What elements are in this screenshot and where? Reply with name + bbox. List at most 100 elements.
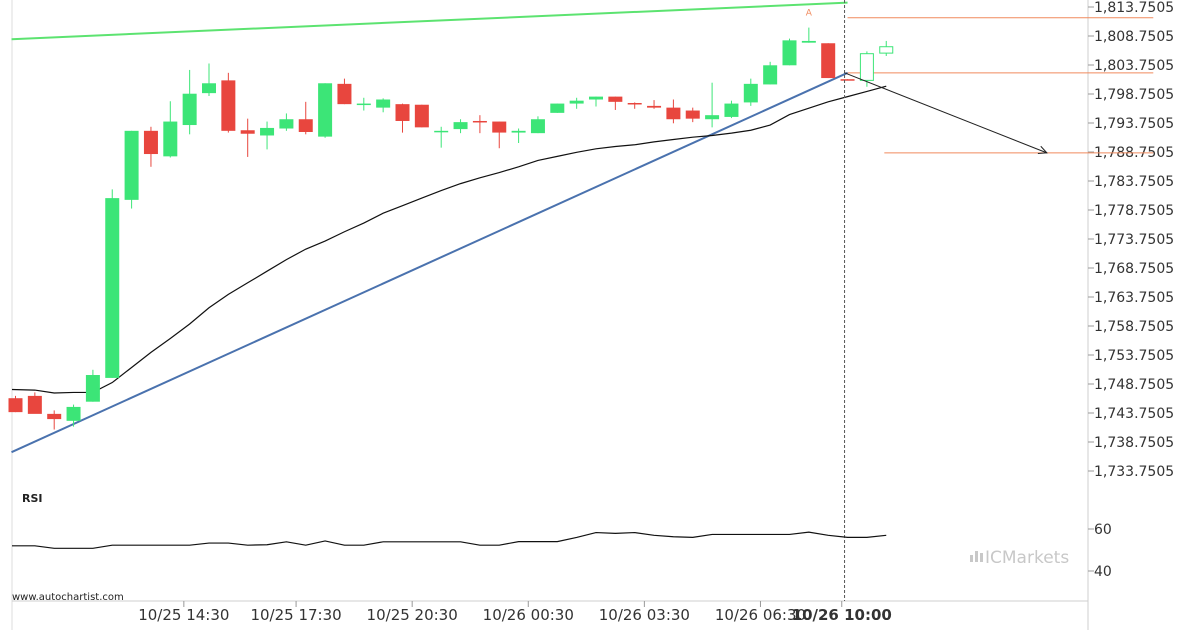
candle [182,69,197,135]
candle-body [356,103,371,106]
candle-body [782,40,797,66]
candle [27,392,42,414]
candle-body [221,80,236,131]
price-tick-label: 1,798.7505 [1094,87,1174,103]
candle-body [202,83,216,94]
candle-body [395,104,410,121]
price-tick-label: 1,803.7505 [1094,58,1174,74]
candle-body [589,96,603,100]
candle [666,99,681,124]
candle [8,395,23,413]
candle [647,100,662,109]
candle-body [27,395,42,414]
candle [492,121,507,149]
candle-body [298,119,313,132]
forecast-levels [847,17,1154,154]
candle-body [763,65,778,85]
pattern-point-label: A [806,8,813,18]
candle [318,83,333,138]
price-tick-label: 1,733.7505 [1094,464,1174,480]
candle [569,97,584,109]
candle [589,96,603,107]
time-tick-label: 10/26 00:30 [483,606,574,624]
price-tick-label: 1,793.7505 [1094,116,1174,132]
candle [85,369,100,402]
candle [685,107,700,123]
candle [202,63,216,97]
candle [337,78,352,105]
candle [376,98,391,113]
candle [356,97,371,111]
candle-body [85,375,100,402]
rsi-panel: RSI [12,492,887,549]
candle [821,43,836,79]
candle-body [801,40,816,43]
candle-body [879,46,894,54]
forecast-arrow-head [1037,145,1048,155]
candle [47,410,62,430]
candle [66,404,81,427]
price-axis: 1,813.7505 1,808.7505 1,803.7505 1,798.7505… [1088,0,1174,480]
candle [221,72,236,133]
candle-body [182,93,197,126]
candle [608,96,623,110]
candle [801,27,816,43]
candle-body [569,100,584,104]
candle [163,101,178,158]
candle [279,113,294,131]
candle [395,103,410,133]
credit-text[interactable]: www.autochartist.com [12,592,124,603]
candle-body [511,130,526,133]
candle [743,78,758,106]
candle-body [821,43,836,79]
brand-name: ICMarkets [985,548,1069,568]
price-tick-label: 1,768.7505 [1094,261,1174,277]
candle-body [685,110,700,119]
price-tick-label: 1,813.7505 [1094,0,1174,16]
candle [298,101,313,135]
price-tick-label: 1,763.7505 [1094,290,1174,306]
candle-body [627,102,642,105]
price-tick-label: 1,778.7505 [1094,203,1174,219]
time-axis: 10/25 14:30 10/25 17:30 10/25 20:30 10/26 0… [138,601,892,624]
brand-watermark: ICMarkets [970,548,1069,568]
candle [763,61,778,85]
candle-body [453,122,468,130]
moving-average [11,85,887,394]
resistance-trendline [11,1,848,41]
candle [124,130,139,209]
candle-body [492,121,507,133]
price-tick-label: 1,773.7505 [1094,232,1174,248]
candle-body [743,83,758,103]
price-tick-label: 1,748.7505 [1094,377,1174,393]
candle-body [260,127,275,136]
brand-bars-icon [970,551,983,562]
plot-frame [11,0,1089,630]
time-tick-label: 10/26 03:30 [599,606,690,624]
price-tick-label: 1,758.7505 [1094,319,1174,335]
candle [105,189,120,378]
time-tick-label: 10/26 06:30 [715,606,806,624]
time-tick-label: 10/25 20:30 [367,606,458,624]
candle-body [376,99,391,108]
candle [879,40,894,57]
candlestick-series [8,27,894,430]
price-tick-label: 1,753.7505 [1094,348,1174,364]
rsi-line [12,531,887,549]
candle [705,82,720,128]
candle-body [530,119,545,134]
candle [530,116,545,134]
candle-body [143,130,158,155]
price-tick-label: 1,738.7505 [1094,435,1174,451]
candle-body [414,104,429,128]
support-trendline [11,71,848,454]
candle-body [859,53,874,81]
candle [434,126,449,148]
candle-body [434,130,449,133]
price-tick-label: 1,783.7505 [1094,174,1174,190]
rsi-label: RSI [22,492,43,505]
candle [260,121,275,150]
trendlines [11,1,848,454]
price-tick-label: 1,743.7505 [1094,406,1174,422]
